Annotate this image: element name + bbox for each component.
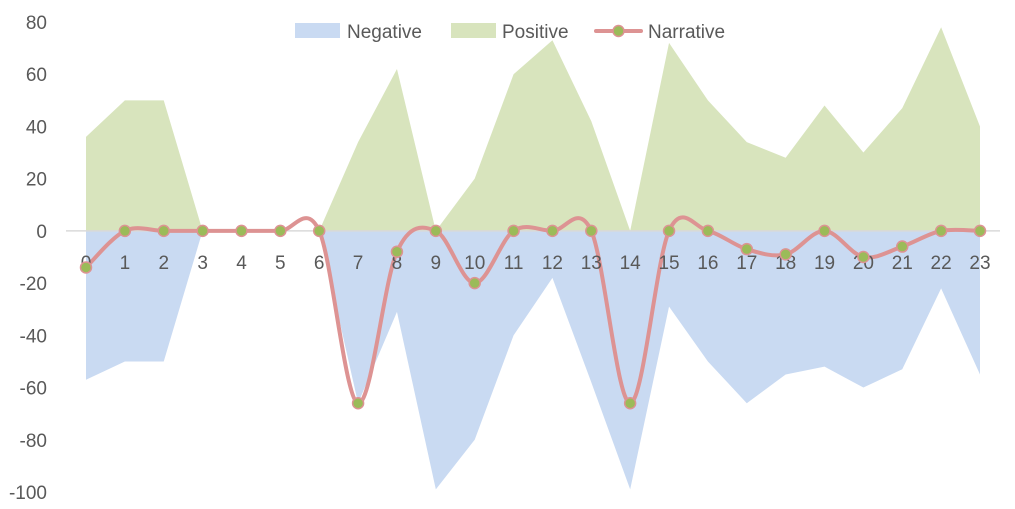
narrative-point[interactable]: [390, 245, 404, 259]
y-tick-label: -100: [9, 483, 47, 504]
narrative-markers: [79, 224, 987, 410]
narrative-point[interactable]: [118, 224, 132, 238]
y-tick-label: 60: [26, 65, 47, 86]
x-tick-label: 5: [275, 253, 286, 274]
legend-item-negative[interactable]: Negative: [295, 22, 422, 43]
x-tick-label: 19: [814, 253, 835, 274]
narrative-point[interactable]: [585, 224, 598, 238]
narrative-point[interactable]: [429, 224, 443, 238]
x-tick-label: 9: [431, 253, 442, 274]
narrative-point[interactable]: [779, 248, 792, 261]
narrative-point[interactable]: [973, 224, 987, 238]
y-tick-label: 20: [26, 170, 47, 191]
narrative-point[interactable]: [274, 224, 287, 238]
legend-item-narrative[interactable]: Narrative: [594, 22, 725, 43]
narrative-point[interactable]: [79, 261, 93, 274]
legend-label-negative: Negative: [347, 22, 422, 43]
x-tick-label: 2: [158, 253, 169, 274]
narrative-point[interactable]: [934, 224, 948, 238]
narrative-point[interactable]: [740, 242, 754, 256]
x-tick-label: 23: [969, 253, 990, 274]
x-tick-label: 21: [892, 253, 913, 274]
narrative-point[interactable]: [312, 224, 326, 238]
narrative-point[interactable]: [896, 240, 909, 253]
x-tick-label: 17: [736, 253, 757, 274]
narrative-point[interactable]: [546, 224, 559, 238]
y-tick-label: -40: [20, 326, 47, 347]
x-tick-label: 7: [353, 253, 364, 274]
y-tick-label: -60: [20, 379, 47, 400]
narrative-point[interactable]: [623, 396, 637, 410]
legend-label-positive: Positive: [502, 22, 569, 43]
narrative-point[interactable]: [196, 224, 209, 238]
y-tick-label: -80: [20, 431, 47, 452]
x-tick-label: 6: [314, 253, 325, 274]
x-tick-label: 22: [931, 253, 952, 274]
y-tick-label: -20: [20, 274, 47, 295]
x-tick-label: 14: [620, 253, 642, 274]
narrative-point[interactable]: [157, 224, 170, 238]
x-tick-label: 16: [697, 253, 718, 274]
y-tick-label: 80: [26, 13, 47, 34]
narrative-point[interactable]: [351, 396, 365, 410]
x-tick-label: 1: [120, 253, 131, 274]
y-axis-tick-labels: 80 60 40 20 0 -20 -40 -60 -80 -100: [9, 13, 47, 504]
x-tick-label: 15: [658, 253, 679, 274]
x-tick-label: 10: [464, 253, 485, 274]
area-negative: [86, 230, 980, 490]
narrative-point[interactable]: [468, 276, 481, 290]
legend-item-positive[interactable]: Positive: [451, 22, 569, 43]
narrative-point[interactable]: [857, 250, 870, 264]
y-tick-label: 40: [26, 117, 47, 138]
x-tick-label: 13: [581, 253, 602, 274]
y-tick-label: 0: [36, 222, 47, 243]
legend-label-narrative: Narrative: [648, 22, 725, 43]
legend-marker-narrative: [612, 24, 625, 38]
x-tick-label: 8: [392, 253, 403, 274]
narrative-point[interactable]: [818, 224, 831, 238]
legend-swatch-positive: [451, 23, 496, 38]
legend-swatch-negative: [295, 23, 340, 38]
x-tick-label: 3: [197, 253, 208, 274]
x-tick-label: 12: [542, 253, 563, 274]
x-tick-label: 11: [504, 253, 524, 274]
narrative-line-layer: [84, 215, 981, 406]
narrative-line: [84, 215, 981, 406]
area-positive: [86, 27, 980, 231]
x-tick-label: 18: [775, 253, 796, 274]
narrative-point[interactable]: [701, 224, 715, 238]
x-tick-label: 4: [236, 253, 247, 274]
narrative-point[interactable]: [507, 224, 520, 238]
area-layer: [86, 27, 980, 490]
legend: Negative Positive Narrative: [295, 22, 725, 43]
narrative-point[interactable]: [662, 224, 676, 238]
narrative-point[interactable]: [235, 224, 248, 238]
